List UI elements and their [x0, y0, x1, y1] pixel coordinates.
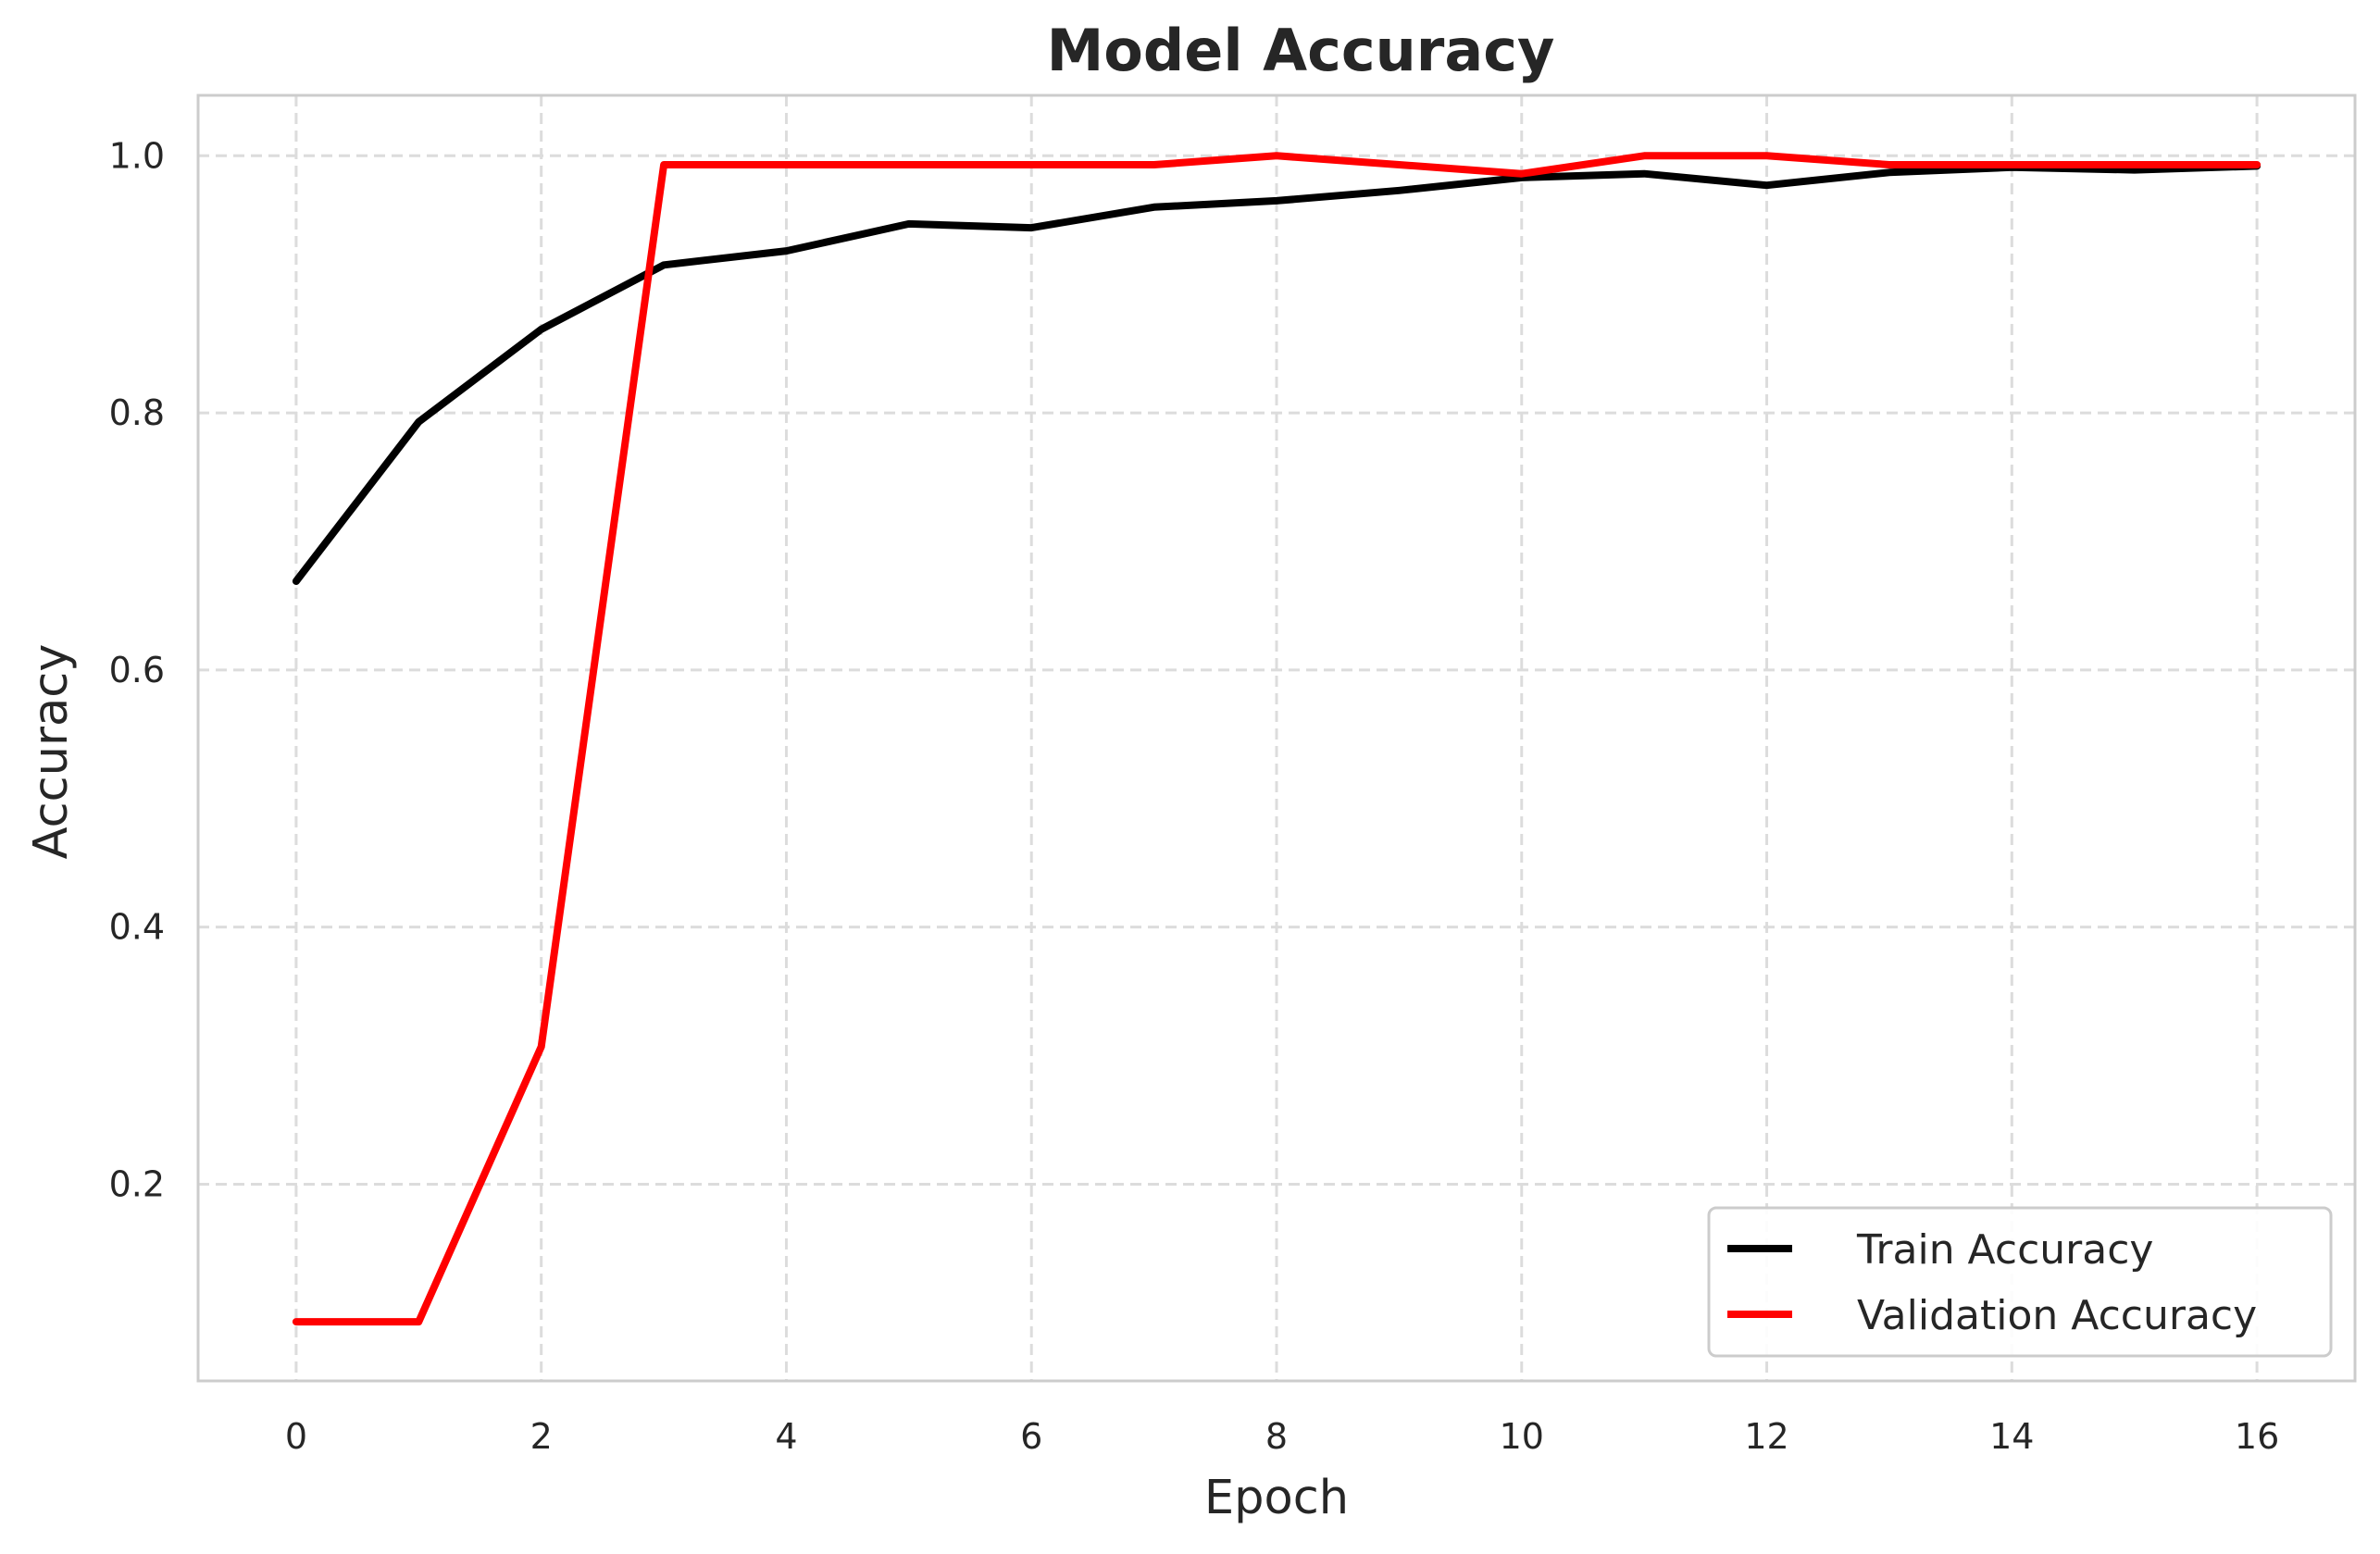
x-tick-label: 14	[1989, 1416, 2034, 1457]
validation-accuracy-line	[292, 152, 2262, 1326]
legend-box	[1707, 1206, 2333, 1358]
y-tick-label: 0.8	[109, 392, 165, 433]
x-tick-label: 0	[285, 1416, 307, 1457]
legend-label-train: Train Accuracy	[1856, 1226, 2153, 1274]
y-tick-label: 0.6	[109, 650, 165, 690]
y-tick-label: 0.4	[109, 907, 165, 948]
x-axis-label: Epoch	[1204, 1471, 1349, 1525]
x-tick-label: 8	[1265, 1416, 1288, 1457]
x-tick-label: 10	[1500, 1416, 1544, 1457]
series-lines	[292, 152, 2262, 1326]
y-axis-label: Accuracy	[24, 644, 79, 860]
legend: Train Accuracy Validation Accuracy	[1707, 1206, 2333, 1358]
y-tick-label: 1.0	[109, 135, 165, 176]
y-tick-label: 0.2	[109, 1163, 165, 1204]
legend-label-validation: Validation Accuracy	[1857, 1292, 2257, 1339]
x-tick-label: 16	[2235, 1416, 2279, 1457]
tick-labels: 0 2 4 6 8 10 12 14 16 0.2 0.4 0.6 0.8 1.0	[109, 135, 2280, 1457]
plot-frame	[196, 93, 2357, 1383]
chart-title: Model Accuracy	[1047, 17, 1555, 84]
x-tick-label: 6	[1020, 1416, 1042, 1457]
train-accuracy-line	[292, 162, 2262, 585]
x-tick-label: 4	[775, 1416, 797, 1457]
x-tick-label: 2	[530, 1416, 553, 1457]
x-tick-label: 12	[1744, 1416, 1788, 1457]
